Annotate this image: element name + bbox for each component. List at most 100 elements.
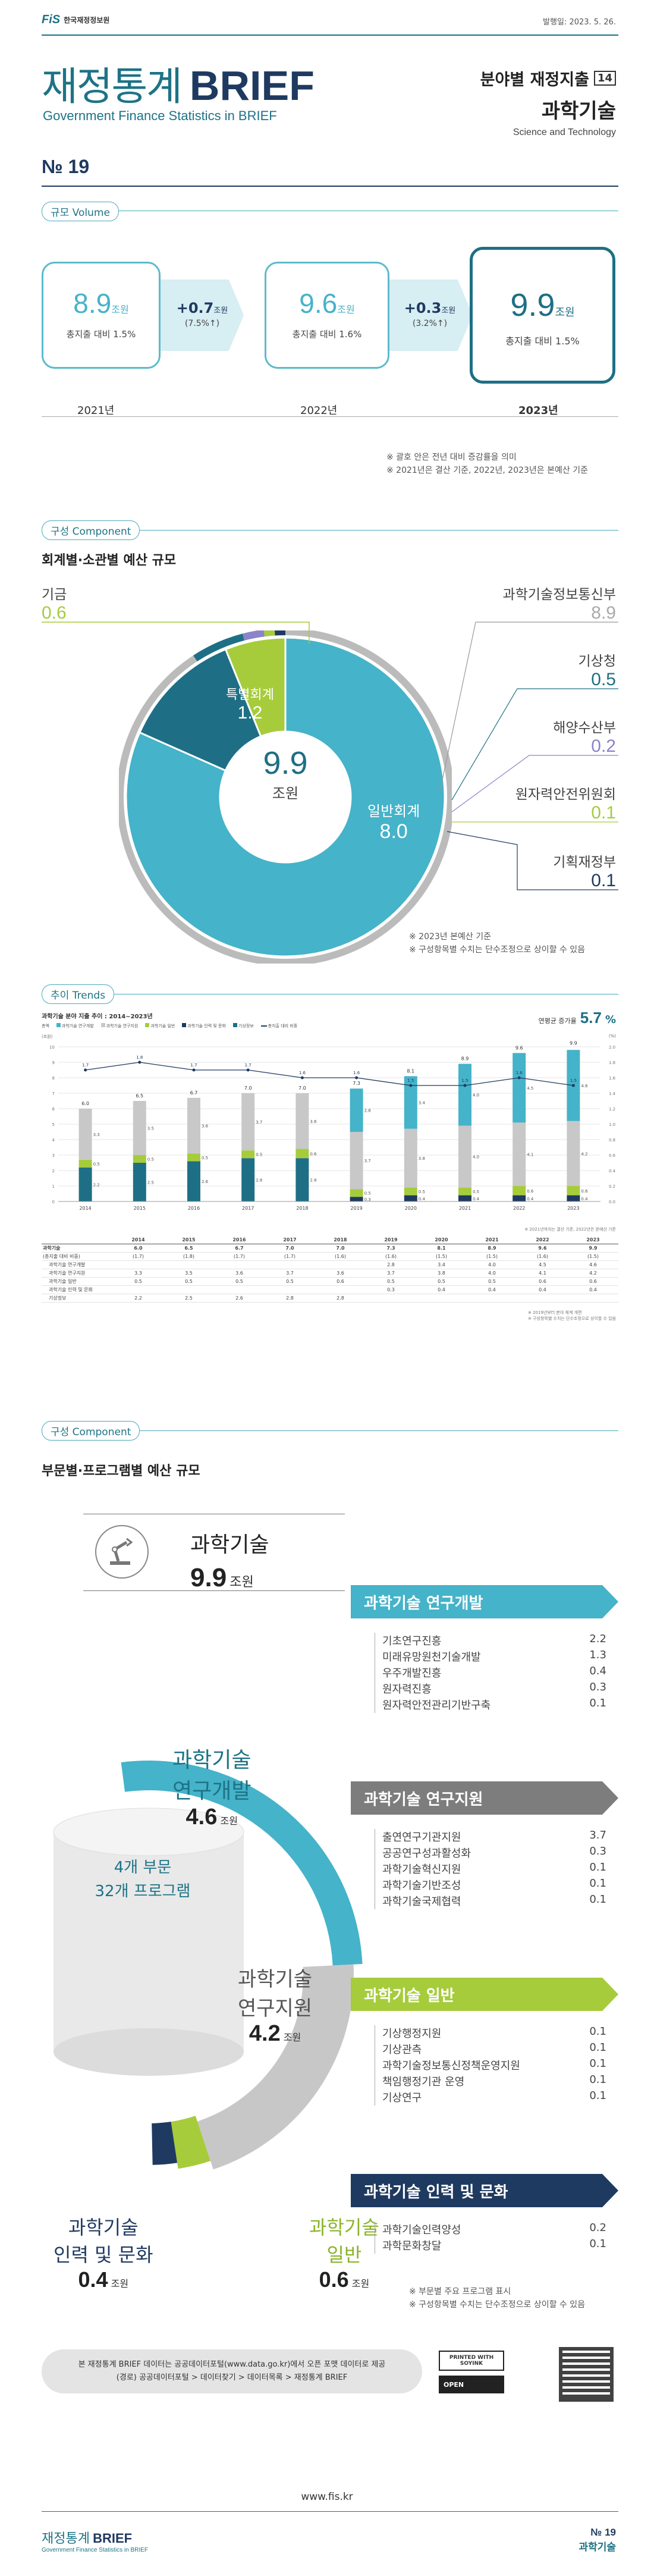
table-cell: 0.6: [539, 1279, 546, 1284]
y2-tick-label: 1.2: [609, 1107, 615, 1112]
x-tick-label: 2015: [134, 1206, 146, 1211]
y2-tick-label: 0.8: [609, 1138, 615, 1143]
program-arc-1: [197, 1964, 354, 2170]
bar-segment: [295, 1093, 309, 1149]
list-item: 우주개발진흥 0.4: [382, 1665, 606, 1680]
segment-label: 0.6: [527, 1189, 534, 1194]
total-label: 6.7: [190, 1090, 198, 1096]
delta-pct: (7.5%↑): [184, 319, 220, 328]
trend-table: 2014 2015 2016 2017 2018 2019 2020 2021 2022 2023…: [42, 1236, 618, 1303]
group-items: 과학기술인력양성 0.2 과학문화창달 0.1: [375, 2222, 606, 2254]
open-license-badge: OPEN: [439, 2376, 504, 2393]
y2-tick-label: 0.6: [609, 1153, 616, 1158]
arc-label-line: 연구개발: [172, 1779, 251, 1803]
ratio-label: 1.7: [245, 1063, 251, 1068]
segment-label: 3.4: [419, 1101, 426, 1106]
y2-tick-label: 0.2: [609, 1184, 615, 1189]
logo-text: 한국재정정보원: [64, 16, 110, 24]
total-title: 과학기술: [190, 1533, 269, 1557]
segment-label: 0.5: [256, 1153, 262, 1157]
section-pill-trends: 추이 Trends: [42, 984, 115, 1004]
bar-segment: [350, 1189, 363, 1197]
label-value: 0.1: [591, 871, 616, 890]
segment-label: 0.4: [581, 1197, 588, 1201]
table-cell: 과학기술 인력 및 문화: [49, 1287, 93, 1292]
bar-segment: [133, 1155, 146, 1163]
bar-segment: [512, 1195, 526, 1201]
list-item: 출연연구기관지원 3.7: [382, 1829, 606, 1844]
year-label-2023: 2023년: [518, 404, 558, 417]
table-cell: (1.7): [133, 1254, 144, 1259]
qr-code[interactable]: [559, 2347, 614, 2402]
table-cell: 2023: [586, 1237, 600, 1242]
bar-segment: [241, 1093, 255, 1151]
ratio-point: [355, 1076, 359, 1080]
y-tick-label: 2: [52, 1169, 55, 1174]
segment-label: 0.3: [364, 1197, 371, 1202]
list-item: 기상행정지원 0.1: [382, 2025, 606, 2040]
table-cell: 3.7: [286, 1270, 294, 1276]
y2-tick-label: 1.0: [609, 1122, 615, 1127]
table-cell: 기상정보: [49, 1295, 67, 1301]
table-cell: 2.8: [387, 1262, 395, 1267]
table-cell: (1.6): [537, 1254, 548, 1259]
group-items: 기초연구진흥 2.2 미래유망원천기술개발 1.3 우주개발진흥 0.4 원자력진흥 0…: [375, 1633, 606, 1713]
footer-url[interactable]: www.fis.kr: [301, 2491, 353, 2503]
y-tick-label: 4: [52, 1138, 55, 1143]
ratio-label: 1.8: [136, 1055, 143, 1060]
table-cell: 2019: [384, 1237, 398, 1242]
segment-label: 0.4: [527, 1197, 534, 1201]
footer-topic: 과학기술: [578, 2542, 616, 2553]
list-item: 과학기술정보통신정책운영지원 0.1: [382, 2057, 606, 2072]
bar-segment: [404, 1195, 417, 1201]
bar-segment: [133, 1163, 146, 1201]
soyink-badge: PRINTED WITH SOYINK: [439, 2351, 504, 2371]
table-cell: 0.4: [539, 1287, 546, 1292]
label-value: 0.5: [591, 670, 616, 689]
y2-tick-label: 0.4: [609, 1169, 616, 1174]
x-tick-label: 2022: [513, 1206, 525, 1211]
footer-brand-en: BRIEF: [93, 2531, 133, 2546]
bar-segment: [458, 1063, 471, 1126]
note-line: ※ 2023년 본예산 기준: [409, 932, 491, 942]
ratio-label: 1.6: [353, 1071, 360, 1075]
group-banner: 과학기술 인력 및 문화: [351, 2174, 618, 2207]
bar-segment: [404, 1076, 417, 1129]
cylinder-text: 4개 부문 32개 프로그램: [71, 1856, 214, 1903]
table-cell: 4.5: [539, 1262, 546, 1267]
label-value: 0.6: [42, 603, 67, 623]
y2-tick-label: 1.6: [609, 1076, 616, 1081]
title-subtitle: Government Finance Statistics in BRIEF: [43, 108, 277, 123]
note-line: ※ 부문별 주요 프로그램 표시: [409, 2287, 511, 2296]
legend-hr: 과학기술 인력 및 문화: [182, 1023, 226, 1029]
ministry-ring-slice-3: [263, 630, 275, 637]
card-unit: 조원: [555, 306, 575, 319]
slice-value: 8.0: [379, 820, 408, 843]
delta-unit: 조원: [213, 306, 228, 315]
trend-headline: 연평균 증가율 5.7 %: [539, 1009, 616, 1027]
bar-segment: [512, 1053, 526, 1123]
table-cell: 0.5: [185, 1279, 193, 1284]
x-tick-label: 2014: [79, 1206, 91, 1211]
table-cell: (1.5): [436, 1254, 447, 1259]
table-cell: 7.3: [386, 1245, 395, 1251]
ratio-label: 1.6: [299, 1071, 306, 1075]
card-value: 9.6: [299, 288, 338, 319]
table-cell: 8.9: [488, 1245, 496, 1251]
x-tick-label: 2017: [242, 1206, 254, 1211]
footer-issue: № 19 과학기술: [578, 2527, 616, 2553]
donut-center: 9.9 조원: [256, 745, 315, 802]
list-item: 기초연구진흥 2.2: [382, 1633, 606, 1648]
table-cell: 3.3: [134, 1270, 142, 1276]
ratio-label: 1.5: [407, 1078, 414, 1083]
segment-label: 4.2: [581, 1151, 587, 1156]
list-item: 미래유망원천기술개발 1.3: [382, 1649, 606, 1664]
arc-unit: 조원: [351, 2278, 370, 2289]
total-value: 9.9: [190, 1563, 227, 1592]
ratio-line: [85, 1062, 574, 1086]
ratio-point: [571, 1084, 575, 1087]
robot-arm-icon: [95, 1525, 149, 1579]
label-name: 과학기술정보통신부: [502, 587, 616, 603]
bar-segment: [512, 1122, 526, 1186]
list-item: 과학기술국제협력 0.1: [382, 1893, 606, 1908]
